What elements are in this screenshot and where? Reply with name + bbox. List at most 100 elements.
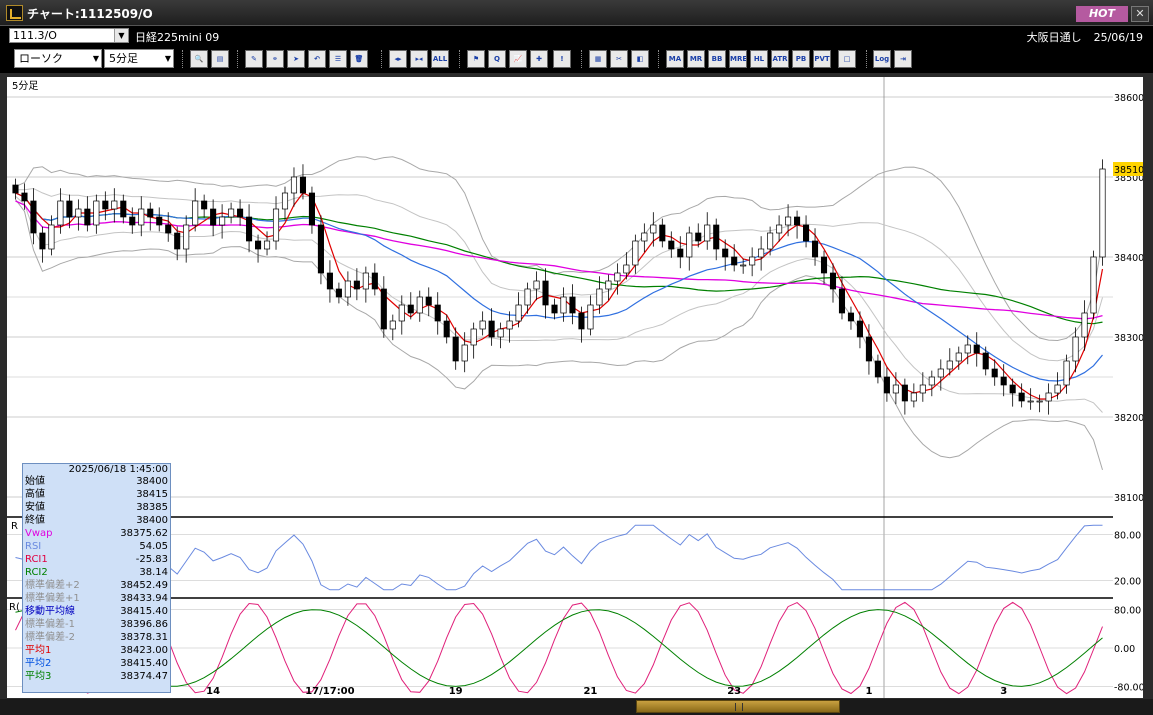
rci-panel-label: R( [9,602,20,613]
candle [542,280,549,306]
rci-tick-label: 0.00 [1114,644,1135,655]
candle [84,208,91,226]
symbol-name: 日経225mini 09 [135,31,220,44]
export-icon[interactable]: ⇥ [894,50,912,68]
marker-icon[interactable]: ⚑ [467,50,485,68]
pb-button[interactable]: PB [792,50,810,68]
candle [237,208,244,218]
candle [246,216,253,242]
info-value: 38375.62 [120,528,168,539]
candle [551,304,558,314]
candle [704,224,711,242]
close-button[interactable]: ✕ [1131,6,1149,22]
candle [596,288,603,306]
info-label: 平均1 [25,645,52,656]
candle [847,312,855,322]
trash-icon[interactable]: 🗑 [350,50,368,68]
crosshair-icon[interactable]: ✚ [530,50,548,68]
info-value: 38385 [136,502,168,513]
atr-button[interactable]: ATR [771,50,789,68]
candle [165,224,172,234]
mre-button[interactable]: MRE [729,50,747,68]
candle [838,288,846,314]
candle [263,240,271,250]
candle [668,240,675,250]
market-date: 25/06/19 [1093,31,1143,44]
cursor-icon[interactable]: ➤ [287,50,305,68]
candle [228,208,235,218]
candle [281,192,289,210]
info-value: 38374.47 [120,671,168,682]
info-row: 標準偏差-2 38378.31 [23,631,170,644]
log-button[interactable]: Log [873,50,891,68]
shift-left-icon[interactable]: ◂▸ [389,50,407,68]
x-tick-label: 23 [727,686,741,697]
candle [515,304,522,322]
ma-button[interactable]: MA [666,50,684,68]
bollinger-upper-2 [15,156,1103,342]
info-label: 安値 [25,502,45,513]
symbol-select[interactable]: 111.3/O ▼ [9,28,129,43]
undo-icon[interactable]: ↶ [308,50,326,68]
candle [111,200,118,210]
link-icon[interactable]: ⚭ [266,50,284,68]
grid-icon[interactable]: ▦ [589,50,607,68]
horizontal-scrollbar[interactable] [0,699,1153,715]
bb-button[interactable]: BB [708,50,726,68]
hot-button[interactable]: HOT [1076,6,1128,22]
rci-tick-label: 80.00 [1114,606,1141,617]
info-label: 標準偏差-2 [25,632,75,643]
zoom-icon[interactable]: 🔍 [190,50,208,68]
candle [272,208,280,242]
scroll-thumb[interactable] [636,700,840,713]
x-tick-label: 17/17:00 [305,686,354,697]
info-value: 38415 [136,489,168,500]
info-row: RSI 54.05 [23,540,170,553]
exclaim-icon[interactable]: ! [553,50,571,68]
candle [30,200,37,234]
list-icon[interactable]: ☰ [329,50,347,68]
timeframe-select[interactable]: 5分足 ▼ [104,49,174,68]
line-chart-icon[interactable]: 📈 [509,50,527,68]
frame-icon[interactable]: □ [838,50,856,68]
hl-button[interactable]: HL [750,50,768,68]
candle [452,336,459,362]
info-row: 平均2 38415.40 [23,657,170,670]
candle [75,208,82,218]
candle [811,240,819,258]
tool-icon[interactable]: ✂ [610,50,628,68]
candle [569,296,576,314]
data-info-box: 2025/06/18 1:45:00 始値 38400 高値 38415 安値 38385… [22,463,171,693]
chevron-down-icon[interactable]: ▼ [114,29,128,42]
candle [524,288,531,306]
candle [398,304,405,322]
search-chart-icon[interactable]: Q [488,50,506,68]
palette-icon[interactable]: ◧ [631,50,649,68]
info-label: Vwap [25,528,53,539]
mr-button[interactable]: MR [687,50,705,68]
candle [794,216,801,226]
layout-icon[interactable]: ▤ [211,50,229,68]
candle [1090,256,1097,314]
candle [722,248,729,258]
candle [443,320,450,338]
candle [1081,312,1088,338]
candle [1000,376,1007,386]
pvt-button[interactable]: PVT [813,50,831,68]
pencil-icon[interactable]: ✎ [245,50,263,68]
candle [758,248,765,258]
info-row: 移動平均線 38415.40 [23,605,170,618]
shift-right-icon[interactable]: ▸◂ [410,50,428,68]
candle [12,184,19,194]
all-button[interactable]: ALL [431,50,449,68]
rsi-line [15,524,1103,591]
toolbar-separator [866,50,868,68]
rci-tick-label: -80.00 [1114,682,1143,693]
timeframe-label: 5分足 [12,80,38,92]
app-chart-icon [6,5,23,21]
candle [57,200,64,226]
candle [614,272,621,282]
chart-type-select[interactable]: ローソク ▼ [14,49,102,68]
